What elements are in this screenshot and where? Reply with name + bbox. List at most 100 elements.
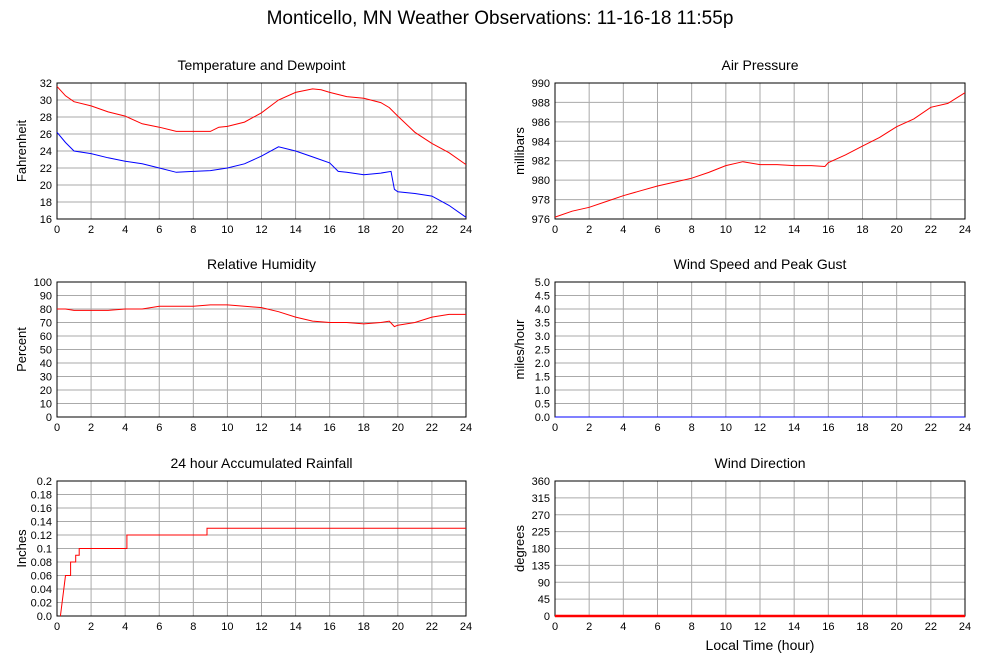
x-tick-label: 4 (620, 422, 626, 434)
y-tick-label: 10 (40, 399, 52, 411)
x-tick-label: 0 (54, 224, 60, 236)
y-tick-label: 1.5 (535, 372, 550, 384)
x-tick-label: 8 (190, 621, 196, 633)
plot-frame (56, 281, 467, 418)
y-tick-label: 28 (40, 112, 52, 124)
x-tick-label: 22 (426, 422, 438, 434)
y-tick-label: 80 (40, 304, 52, 316)
y-tick-label: 30 (40, 95, 52, 107)
x-tick-label: 16 (822, 422, 834, 434)
y-tick-label: 225 (532, 527, 550, 539)
y-tick-label: 980 (532, 175, 550, 187)
x-tick-label: 12 (754, 422, 766, 434)
x-tick-label: 20 (392, 422, 404, 434)
y-axis-label: miles/hour (512, 319, 527, 380)
x-tick-label: 14 (289, 621, 301, 633)
x-tick-label: 22 (925, 224, 937, 236)
x-tick-label: 14 (788, 422, 800, 434)
x-tick-label: 4 (122, 422, 128, 434)
y-tick-label: 20 (40, 385, 52, 397)
series-line-1 (59, 527, 466, 617)
y-tick-label: 978 (532, 195, 550, 207)
y-tick-label: 0.04 (31, 584, 52, 596)
x-tick-label: 8 (190, 422, 196, 434)
x-tick-label: 2 (586, 422, 592, 434)
chart-title: Air Pressure (721, 57, 798, 73)
y-tick-label: 2.0 (535, 358, 550, 370)
x-tick-label: 14 (289, 422, 301, 434)
x-tick-label: 6 (654, 621, 660, 633)
y-axis-label: Inches (14, 529, 29, 568)
x-tick-label: 18 (856, 422, 868, 434)
x-tick-label: 2 (88, 422, 94, 434)
y-tick-label: 90 (538, 577, 550, 589)
y-tick-label: 18 (40, 197, 52, 209)
y-tick-label: 0.1 (37, 544, 52, 556)
y-tick-label: 0 (544, 611, 550, 623)
y-tick-label: 976 (532, 214, 550, 226)
x-tick-label: 10 (221, 224, 233, 236)
x-tick-label: 8 (689, 224, 695, 236)
y-tick-label: 315 (532, 493, 550, 505)
x-tick-label: 12 (255, 224, 267, 236)
x-tick-label: 24 (959, 621, 971, 633)
y-tick-label: 30 (40, 372, 52, 384)
y-tick-label: 984 (532, 136, 550, 148)
x-tick-label: 16 (324, 422, 336, 434)
x-tick-label: 20 (392, 621, 404, 633)
x-axis-label: Local Time (hour) (706, 637, 815, 653)
y-tick-label: 0.0 (535, 412, 550, 424)
x-tick-label: 18 (856, 224, 868, 236)
y-axis-label: Fahrenheit (14, 120, 29, 183)
y-tick-label: 32 (40, 78, 52, 90)
y-tick-label: 270 (532, 510, 550, 522)
chart-title: 24 hour Accumulated Rainfall (170, 455, 352, 471)
y-axis-label: Percent (14, 327, 29, 372)
y-tick-label: 1.0 (535, 385, 550, 397)
y-axis-label: millibars (512, 127, 527, 175)
y-tick-label: 24 (40, 146, 52, 158)
y-tick-label: 982 (532, 156, 550, 168)
x-tick-label: 0 (54, 621, 60, 633)
x-tick-label: 12 (255, 422, 267, 434)
y-tick-label: 0.14 (31, 517, 52, 529)
x-tick-label: 20 (891, 422, 903, 434)
y-tick-label: 40 (40, 358, 52, 370)
chart-title: Relative Humidity (207, 256, 316, 272)
chart-title: Temperature and Dewpoint (177, 57, 345, 73)
x-tick-label: 14 (289, 224, 301, 236)
x-tick-label: 22 (426, 224, 438, 236)
x-tick-label: 24 (460, 621, 472, 633)
x-tick-label: 10 (720, 224, 732, 236)
series-line-1 (554, 92, 966, 218)
x-tick-label: 24 (460, 224, 472, 236)
y-tick-label: 100 (34, 277, 52, 289)
y-tick-label: 0.0 (37, 611, 52, 623)
y-tick-label: 20 (40, 180, 52, 192)
y-tick-label: 0.16 (31, 503, 52, 515)
x-tick-label: 12 (255, 621, 267, 633)
y-tick-label: 0 (46, 412, 52, 424)
x-tick-label: 20 (891, 621, 903, 633)
x-tick-label: 0 (552, 621, 558, 633)
y-axis-label: degrees (512, 525, 527, 572)
x-tick-label: 0 (54, 422, 60, 434)
y-tick-label: 26 (40, 129, 52, 141)
y-tick-label: 990 (532, 78, 550, 90)
x-tick-label: 12 (754, 621, 766, 633)
x-tick-label: 2 (88, 224, 94, 236)
y-tick-label: 0.06 (31, 571, 52, 583)
x-tick-label: 16 (324, 224, 336, 236)
y-tick-label: 0.08 (31, 557, 52, 569)
series-line-1 (56, 86, 467, 166)
y-tick-label: 0.02 (31, 598, 52, 610)
x-tick-label: 14 (788, 224, 800, 236)
y-tick-label: 135 (532, 560, 550, 572)
plot-frame (56, 82, 467, 220)
y-tick-label: 360 (532, 476, 550, 488)
x-tick-label: 4 (620, 621, 626, 633)
